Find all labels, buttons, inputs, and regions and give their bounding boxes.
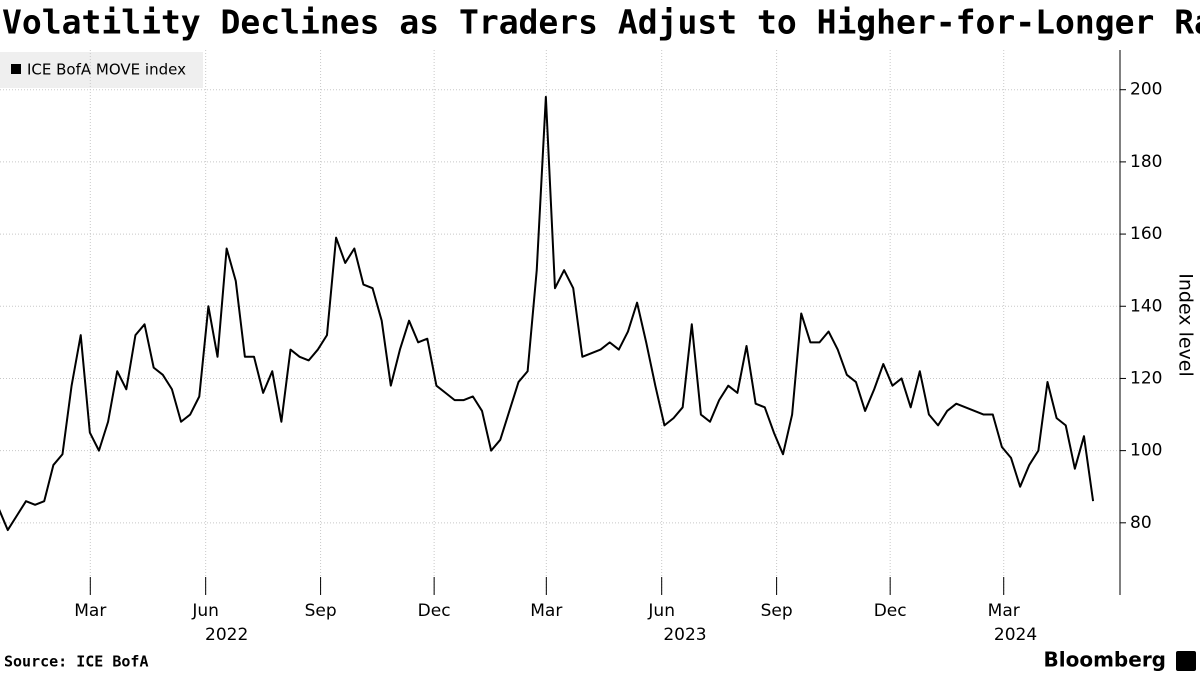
- x-tick-label: Sep: [305, 601, 337, 621]
- x-tick-label: Mar: [988, 601, 1020, 621]
- legend-swatch: [11, 64, 21, 74]
- x-tick-label: Dec: [874, 601, 907, 621]
- brand-icon: [1176, 651, 1196, 671]
- y-axis-label: Index level: [1175, 273, 1197, 377]
- legend-label: ICE BofA MOVE index: [27, 61, 186, 79]
- x-year-label: 2023: [663, 625, 706, 645]
- brand: Bloomberg: [1044, 648, 1166, 672]
- x-tick-label: Dec: [418, 601, 451, 621]
- x-tick-label: Mar: [530, 601, 562, 621]
- y-tick-label: 100: [1130, 441, 1162, 461]
- source: Source: ICE BofA: [4, 653, 149, 671]
- series-line: [0, 95, 1095, 532]
- x-year-label: 2024: [994, 625, 1037, 645]
- y-tick-label: 180: [1130, 152, 1162, 172]
- x-year-label: 2022: [205, 625, 248, 645]
- x-tick-label: Mar: [74, 601, 106, 621]
- y-tick-label: 80: [1130, 513, 1152, 533]
- chart-title: Volatility Declines as Traders Adjust to…: [2, 3, 1200, 42]
- x-tick-label: Jun: [647, 601, 675, 621]
- y-tick-label: 120: [1130, 368, 1162, 388]
- y-tick-label: 160: [1130, 224, 1162, 244]
- legend-box: [0, 52, 203, 88]
- x-tick-label: Jun: [191, 601, 219, 621]
- x-tick-label: Sep: [761, 601, 793, 621]
- y-tick-label: 200: [1130, 80, 1162, 100]
- y-tick-label: 140: [1130, 296, 1162, 316]
